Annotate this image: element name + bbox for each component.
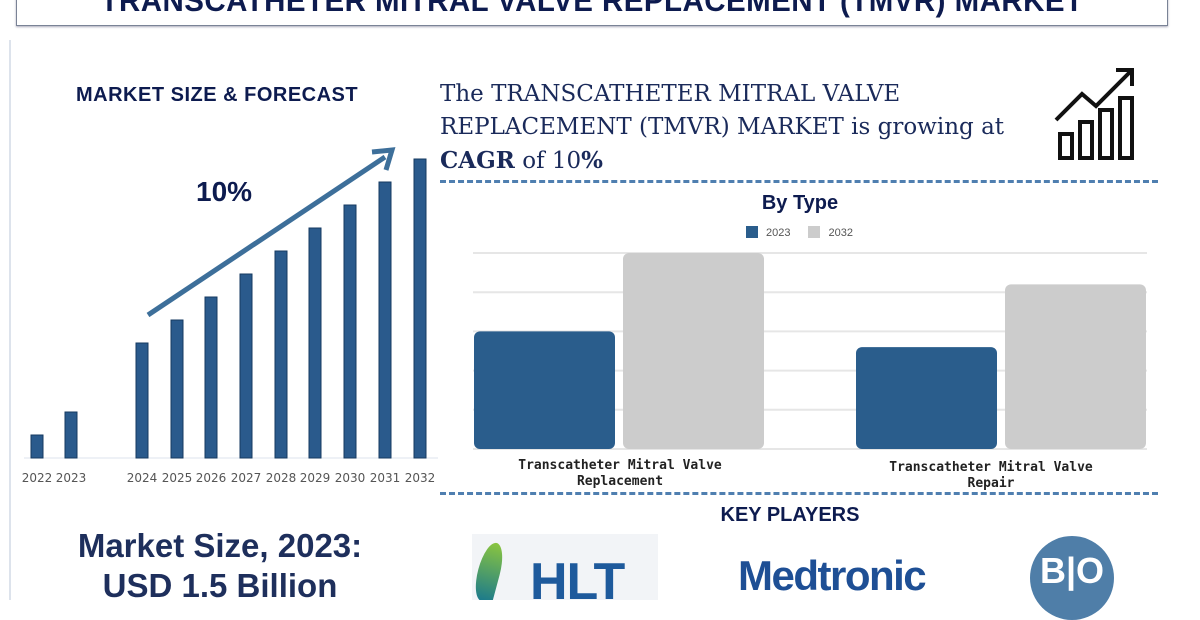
legend: 2023 2032 — [746, 226, 853, 239]
category-label: Transcatheter Mitral Valve Repair — [889, 460, 1093, 491]
market-size-line1: Market Size, 2023: — [77, 527, 363, 564]
divider — [440, 180, 1158, 183]
headline: The TRANSCATHETER MITRAL VALVE REPLACEME… — [440, 78, 1050, 178]
logo-bo: B|O — [1030, 536, 1114, 620]
tick-label: 2030 — [335, 471, 366, 485]
market-size-value: USD 1.5 Billion — [102, 567, 338, 604]
tick-label: 2029 — [300, 471, 331, 485]
by-type-chart — [473, 252, 1147, 450]
divider — [9, 40, 11, 600]
bar — [308, 227, 322, 459]
logo-medtronic: Medtronic — [738, 552, 927, 599]
tick-label: 2028 — [266, 471, 297, 485]
tick-label: 2023 — [56, 471, 87, 485]
title-banner: TRANSCATHETER MITRAL VALVE REPLACEMENT (… — [16, 0, 1168, 26]
bar-2023 — [474, 331, 615, 449]
tick-label: 2025 — [162, 471, 193, 485]
bar — [343, 204, 357, 459]
divider — [440, 492, 1158, 495]
page-title: TRANSCATHETER MITRAL VALVE REPLACEMENT (… — [100, 0, 1084, 18]
headline-mid: of 10 — [514, 148, 582, 174]
bar — [30, 434, 44, 459]
bar — [274, 250, 288, 459]
tick-label: 2024 — [127, 471, 158, 485]
growth-chart-icon — [1054, 68, 1134, 160]
bar — [239, 273, 253, 459]
headline-prefix: The TRANSCATHETER MITRAL VALVE REPLACEME… — [440, 81, 1005, 140]
bar — [204, 296, 218, 459]
legend-2032: 2032 — [808, 226, 853, 239]
bar — [413, 158, 427, 459]
headline-percent: % — [581, 147, 604, 174]
forecast-chart: 2022 2023 2024 2025 2026 2027 2028 2029 2030 2031… — [22, 147, 438, 485]
tick-label: 2022 — [22, 471, 53, 485]
by-type-title: By Type — [761, 192, 839, 214]
bar — [378, 181, 392, 459]
bar — [135, 342, 149, 459]
bar — [170, 319, 184, 459]
legend-2023: 2023 — [746, 226, 790, 239]
bar-2023 — [856, 347, 997, 449]
tick-label: 2027 — [231, 471, 262, 485]
market-size: Market Size, 2023: USD 1.5 Billion — [20, 526, 420, 606]
bar-2032 — [623, 253, 764, 449]
arrow-head-icon — [371, 147, 396, 171]
tick-label: 2031 — [370, 471, 401, 485]
bar-2032 — [1005, 284, 1146, 449]
tick-label: 2032 — [405, 471, 436, 485]
headline-cagr: CAGR — [440, 147, 515, 174]
category-label: Transcatheter Mitral Valve Replacement — [518, 458, 722, 489]
cagr-annotation: 10% — [196, 176, 253, 207]
key-players-heading: KEY PLAYERS — [720, 504, 860, 526]
bar — [64, 411, 78, 459]
logo-hlt: HLT — [472, 534, 658, 600]
tick-label: 2026 — [196, 471, 227, 485]
forecast-heading: MARKET SIZE & FORECAST — [76, 84, 359, 106]
trend-arrow — [146, 154, 387, 318]
